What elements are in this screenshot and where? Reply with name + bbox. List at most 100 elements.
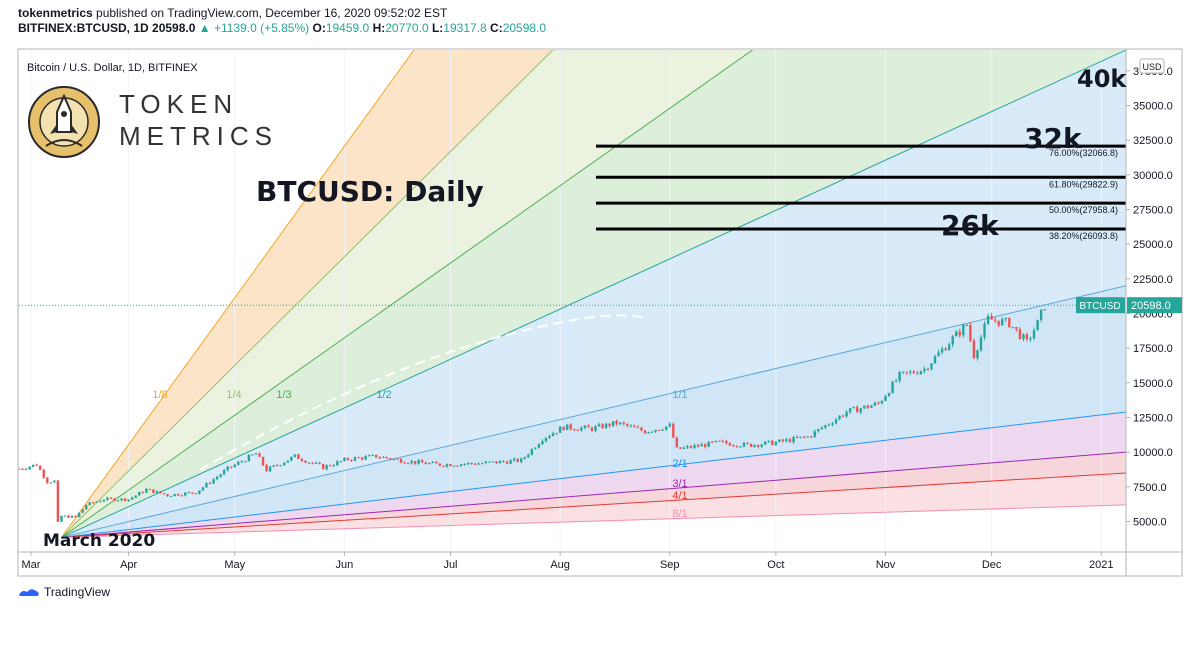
projection-dash — [199, 314, 646, 471]
fib-level-label: 50.00%(27958.4) — [1049, 205, 1118, 215]
candle-body — [696, 445, 700, 447]
candle-body — [240, 461, 244, 463]
x-tick-label: Jul — [443, 559, 457, 571]
candle-body — [1008, 318, 1011, 328]
candle-body — [230, 466, 233, 468]
candle-body — [1032, 330, 1036, 339]
candle-body — [148, 489, 152, 491]
candle-body — [275, 465, 279, 467]
candle-body — [873, 402, 877, 406]
candle-body — [916, 373, 919, 375]
candle-body — [208, 482, 212, 484]
candle-body — [184, 492, 187, 496]
candle-body — [520, 458, 523, 462]
candle-body — [311, 462, 314, 464]
candle-body — [343, 458, 346, 462]
candle-body — [162, 493, 166, 495]
publisher-name[interactable]: tokenmetrics — [18, 6, 93, 20]
candle-body — [569, 424, 572, 430]
fib-level-label: 61.80%(29822.9) — [1049, 179, 1118, 189]
candle-body — [307, 462, 311, 464]
candle-body — [650, 431, 654, 433]
candle-body — [661, 429, 664, 431]
candle-body — [106, 497, 109, 501]
candle-body — [283, 462, 286, 466]
annotation-march-2020: March 2020 — [43, 531, 155, 551]
candle-body — [640, 427, 643, 431]
candle-body — [346, 458, 350, 460]
annotation-26k: 26k — [941, 209, 1000, 242]
candle-body — [534, 447, 537, 449]
candle-body — [244, 461, 247, 463]
candle-body — [693, 445, 696, 448]
candle-body — [675, 437, 679, 448]
candle-body — [940, 348, 944, 353]
candle-body — [357, 457, 360, 459]
candle-body — [711, 441, 714, 443]
candle-body — [74, 515, 77, 518]
y-tick-label: 27500.0 — [1133, 204, 1173, 216]
candle-body — [856, 407, 859, 413]
candle-body — [187, 492, 190, 494]
candle-body — [191, 492, 194, 494]
y-tick-label: 25000.0 — [1133, 239, 1173, 251]
candle-body — [866, 405, 870, 408]
candle-body — [827, 424, 831, 426]
candle-body — [120, 498, 123, 501]
candle-body — [102, 500, 106, 502]
candle-body — [39, 465, 42, 470]
candle-body — [1043, 309, 1046, 311]
candle-body — [293, 454, 297, 457]
candle-body — [990, 316, 993, 320]
candle-body — [884, 396, 887, 401]
x-tick-label: Mar — [22, 559, 41, 571]
candle-body — [1018, 329, 1022, 340]
candle-body — [254, 453, 258, 455]
price-axis[interactable]: 5000.0 7500.0 10000.0 12500.0 15000.0 17500.0… — [1126, 66, 1173, 529]
open-value: 19459.0 — [325, 21, 370, 35]
logo-line2: METRICS — [119, 121, 278, 151]
candle-body — [155, 491, 159, 493]
y-tick-label: 30000.0 — [1133, 170, 1173, 182]
candle-body — [325, 465, 328, 470]
candle-body — [481, 463, 484, 465]
low-label: L: — [431, 21, 444, 35]
candle-body — [84, 505, 88, 510]
x-tick-label: Jun — [336, 559, 354, 571]
candle-body — [19, 468, 21, 470]
candle-body — [679, 447, 682, 449]
candle-body — [332, 465, 335, 467]
y-tick-label: 10000.0 — [1133, 447, 1173, 459]
footer-brand[interactable]: TradingView — [44, 585, 111, 599]
candle-body — [735, 445, 739, 447]
candle-body — [838, 415, 841, 420]
candle-body — [166, 494, 169, 497]
gann-fan-line — [61, 285, 1126, 538]
candle-body — [541, 441, 544, 445]
candle-body — [725, 440, 728, 444]
gann-fan-line — [61, 50, 1126, 538]
candle-body — [314, 462, 318, 464]
candle-body — [611, 421, 615, 427]
fib-level-label: 76.00%(32066.8) — [1049, 148, 1118, 158]
candle-body — [912, 371, 915, 374]
candle-body — [739, 446, 742, 448]
candle-body — [237, 461, 240, 465]
candle-body — [792, 437, 795, 443]
candle-body — [587, 425, 590, 428]
candle-body — [60, 515, 63, 522]
candle-body — [558, 426, 562, 434]
gann-fan-label: 3/1 — [672, 478, 687, 490]
currency-badge[interactable] — [1139, 58, 1165, 74]
candle-body — [31, 464, 35, 467]
candle-body — [597, 424, 601, 427]
candle-body — [901, 371, 905, 373]
candle-body — [286, 460, 289, 463]
candle-body — [452, 465, 456, 467]
candle-body — [799, 436, 802, 438]
candle-body — [817, 428, 820, 432]
time-axis[interactable]: Mar Apr May Jun Jul Aug Sep Oct Nov Dec 2021 — [22, 552, 1114, 571]
candle-body — [601, 424, 604, 429]
candle-body — [721, 440, 725, 442]
